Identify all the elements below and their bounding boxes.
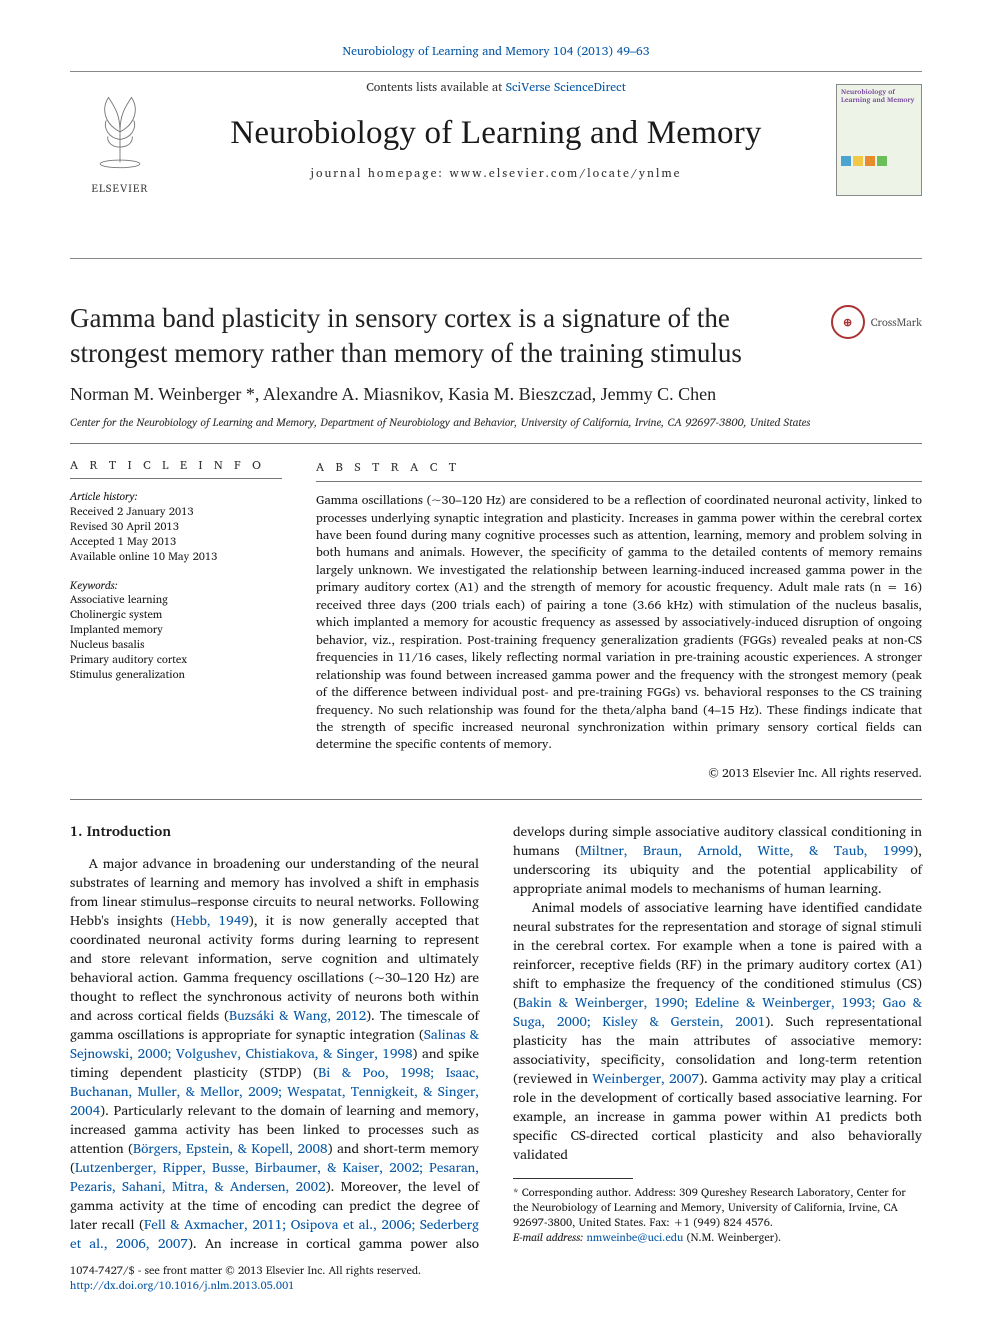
info-rule [70, 478, 282, 479]
rule-top [70, 71, 922, 72]
crossmark-badge[interactable]: ⊕ CrossMark [831, 305, 922, 339]
publisher-wordmark: ELSEVIER [92, 179, 149, 197]
abstract-column: A B S T R A C T Gamma oscillations (~30–… [316, 444, 922, 783]
crossmark-label: CrossMark [871, 313, 922, 331]
footnote-separator [513, 1178, 633, 1179]
footnotes: * Corresponding author. Address: 309 Qur… [513, 1185, 922, 1244]
abstract-label: A B S T R A C T [316, 458, 922, 477]
masthead: ELSEVIER Neurobiology of Learning and Me… [70, 78, 922, 248]
section-heading-intro: 1. Introduction [70, 822, 479, 842]
page-footer: 1074-7427/$ - see front matter © 2013 El… [70, 1263, 421, 1293]
authors-line: Norman M. Weinberger *, Alexandre A. Mia… [70, 384, 922, 405]
corresponding-author-note: * Corresponding author. Address: 309 Qur… [513, 1185, 922, 1230]
article-title: Gamma band plasticity in sensory cortex … [70, 301, 802, 370]
crossmark-icon: ⊕ [831, 305, 865, 339]
keyword: Stimulus generalization [70, 665, 185, 683]
keywords-block: Keywords: Associative learning Cholinerg… [70, 578, 282, 682]
history-line: Available online 10 May 2013 [70, 547, 217, 565]
cover-color-blocks [841, 156, 917, 166]
rule-below-abstract [70, 799, 922, 800]
sciencedirect-link[interactable]: SciVerse ScienceDirect [506, 78, 626, 97]
cover-title-line2: Learning and Memory [841, 97, 917, 105]
journal-title: Neurobiology of Learning and Memory [70, 115, 922, 152]
email-label: E-mail address: [513, 1228, 587, 1246]
article-head: ⊕ CrossMark Gamma band plasticity in sen… [70, 301, 922, 431]
elsevier-tree-icon [80, 86, 160, 177]
running-header-link[interactable]: Neurobiology of Learning and Memory 104 … [343, 42, 650, 61]
affiliation: Center for the Neurobiology of Learning … [70, 413, 922, 431]
running-header: Neurobiology of Learning and Memory 104 … [70, 42, 922, 61]
article-info-column: A R T I C L E I N F O Article history: R… [70, 444, 282, 783]
journal-cover-thumb: Neurobiology of Learning and Memory [836, 84, 922, 196]
article-info-label: A R T I C L E I N F O [70, 458, 282, 474]
email-link[interactable]: nmweinbe@uci.edu [587, 1228, 684, 1246]
contents-line: Contents lists available at SciVerse Sci… [70, 78, 922, 97]
article-history: Article history: Received 2 January 2013… [70, 489, 282, 563]
publisher-logo: ELSEVIER [70, 86, 170, 196]
info-abstract-block: A R T I C L E I N F O Article history: R… [70, 443, 922, 783]
body-text: 1. Introduction A major advance in broad… [70, 822, 922, 1254]
abstract-text: Gamma oscillations (~30–120 Hz) are cons… [316, 492, 922, 754]
abstract-rule [316, 481, 922, 482]
doi-link[interactable]: http://dx.doi.org/10.1016/j.nlm.2013.05.… [70, 1276, 295, 1294]
rule-masthead-bottom [70, 258, 922, 259]
abstract-copyright: © 2013 Elsevier Inc. All rights reserved… [316, 764, 922, 783]
journal-homepage: journal homepage: www.elsevier.com/locat… [70, 164, 922, 183]
